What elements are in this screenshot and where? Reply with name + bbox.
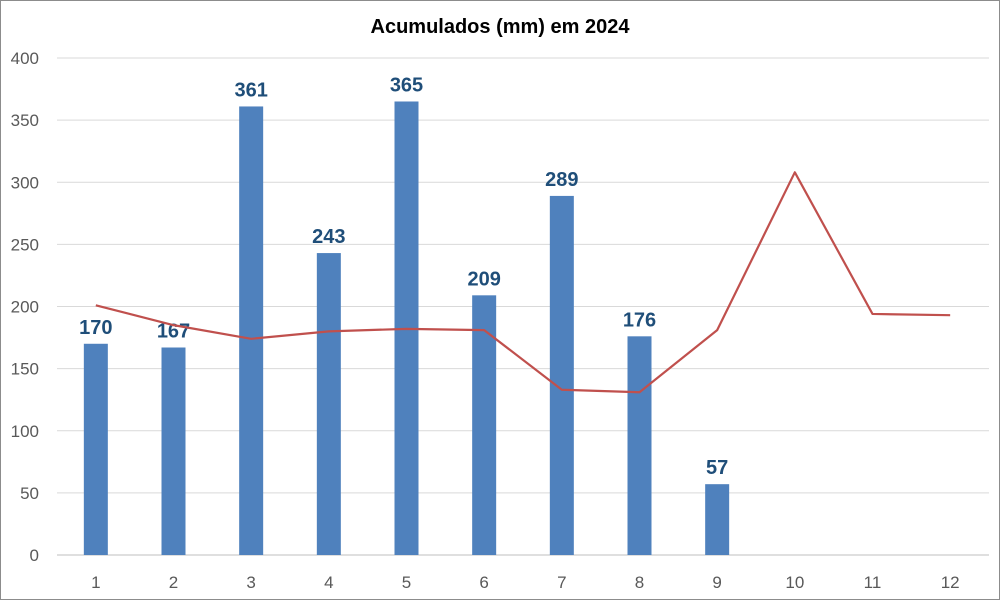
bar-data-label: 243 <box>312 226 345 248</box>
y-tick-label: 300 <box>11 173 39 192</box>
y-tick-label: 150 <box>11 360 39 379</box>
bar-data-label: 167 <box>157 321 190 343</box>
y-tick-label: 100 <box>11 422 39 441</box>
y-tick-label: 200 <box>11 298 39 317</box>
gridlines <box>57 57 989 556</box>
bar-series <box>83 101 730 556</box>
x-tick-label: 8 <box>635 573 644 592</box>
bar-data-label: 176 <box>623 309 656 331</box>
x-tick-label: 9 <box>712 573 721 592</box>
chart-title: Acumulados (mm) em 2024 <box>371 16 631 38</box>
bar-data-label: 209 <box>467 268 500 290</box>
bar <box>705 484 730 555</box>
bar <box>83 343 108 555</box>
bar <box>549 195 574 556</box>
y-axis: 0 50 100 150 200 250 300 350 400 <box>11 49 39 565</box>
x-tick-label: 10 <box>785 573 804 592</box>
x-tick-label: 1 <box>91 573 100 592</box>
line-series <box>95 171 951 394</box>
line-path <box>95 171 951 394</box>
bar <box>161 347 186 555</box>
bar-data-label: 365 <box>390 74 423 96</box>
bar <box>627 336 652 555</box>
x-tick-label: 11 <box>864 573 882 592</box>
x-tick-label: 12 <box>941 573 960 592</box>
x-tick-label: 5 <box>402 573 411 592</box>
bar-data-label: 289 <box>545 169 578 191</box>
y-tick-label: 0 <box>30 546 39 565</box>
y-tick-label: 50 <box>20 484 39 503</box>
x-tick-label: 4 <box>324 573 333 592</box>
bar-data-label: 361 <box>234 79 267 101</box>
data-labels: 170 167 361 243 365 209 289 176 57 <box>79 74 728 479</box>
bar <box>239 106 264 556</box>
bar <box>472 295 497 555</box>
x-tick-label: 7 <box>557 573 566 592</box>
y-tick-label: 400 <box>11 49 39 68</box>
bar-data-label: 57 <box>706 457 728 479</box>
y-tick-label: 250 <box>11 235 39 254</box>
x-tick-label: 6 <box>479 573 488 592</box>
bar <box>316 253 341 555</box>
x-tick-label: 2 <box>169 573 178 592</box>
y-tick-label: 350 <box>11 111 39 130</box>
x-tick-label: 3 <box>246 573 255 592</box>
x-axis: 1 2 3 4 5 6 7 8 9 10 11 12 <box>91 573 960 592</box>
bar-data-label: 170 <box>79 317 112 339</box>
